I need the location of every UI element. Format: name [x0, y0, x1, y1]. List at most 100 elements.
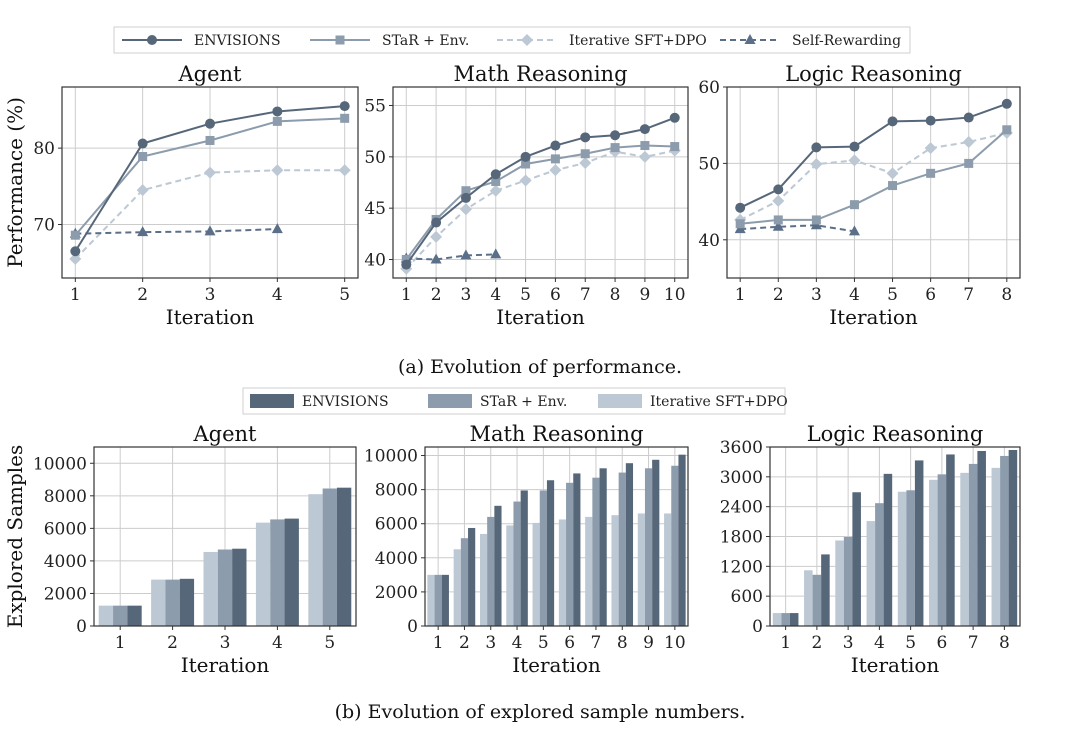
logic-reasoning-samples-bar-envisions — [883, 473, 893, 626]
logic-reasoning-perf-point-envisions — [849, 141, 860, 152]
logic-reasoning-samples-bar-iterative-sft-dpo — [929, 479, 938, 626]
logic-reasoning-samples-bar-envisions — [1008, 449, 1018, 626]
legend-marker-iterative-sft-dpo — [521, 34, 533, 46]
math-reasoning-samples-bar-iterative-sft-dpo — [532, 522, 540, 626]
math-reasoning-samples-bar-iterative-sft-dpo — [479, 533, 488, 626]
math-reasoning-samples-ytick-label: 2000 — [375, 583, 418, 603]
agent-samples-bar-star-env — [322, 488, 337, 626]
logic-reasoning-samples-bar-star-env — [906, 490, 915, 626]
math-reasoning-perf-point-envisions — [520, 151, 531, 162]
agent-samples-bar-star-env — [217, 549, 233, 626]
agent-perf-point-iterative-sft-dpo — [136, 184, 149, 197]
math-reasoning-samples-bar-envisions — [494, 505, 502, 626]
math-reasoning-perf-point-star-env — [670, 142, 680, 152]
logic-reasoning-perf-ytick-label: 50 — [698, 154, 720, 174]
agent-perf-xtick-label: 1 — [70, 285, 81, 305]
agent-samples-ytick-label: 0 — [76, 617, 87, 637]
legend-performance: ENVISIONS STaR + Env. Iterative SFT+DPO Sel… — [113, 26, 911, 54]
agent-perf-point-envisions — [339, 101, 350, 112]
logic-reasoning-perf-point-self-rewarding — [848, 225, 860, 236]
agent-perf-xtick-label: 4 — [272, 285, 283, 305]
math-reasoning-perf-point-envisions — [431, 217, 442, 228]
logic-reasoning-perf-line-envisions — [739, 102, 1008, 209]
agent-perf-point-iterative-sft-dpo — [271, 164, 284, 177]
math-reasoning-perf-xtick-label: 7 — [580, 285, 591, 305]
logic-reasoning-samples-bar-envisions — [914, 460, 924, 626]
logic-reasoning-samples-bar-iterative-sft-dpo — [897, 491, 907, 626]
agent-samples-xtick-label: 4 — [272, 633, 283, 653]
logic-reasoning-perf-point-star-env — [1002, 125, 1012, 135]
math-reasoning-samples-frame — [424, 446, 689, 627]
agent-perf-point-envisions — [137, 138, 148, 149]
math-reasoning-samples-bar-star-env — [513, 501, 521, 626]
legend-marker-self-rewarding — [744, 34, 756, 44]
math-reasoning-samples-bar-star-env — [592, 477, 600, 626]
math-reasoning-samples-title: Math Reasoning — [469, 422, 643, 446]
agent-perf-ytick-label: 70 — [33, 216, 55, 236]
agent-samples-bar-envisions — [284, 518, 299, 626]
math-reasoning-samples-xtick-label: 1 — [433, 633, 444, 653]
math-reasoning-samples-xlabel: Iteration — [512, 653, 601, 677]
math-reasoning-samples-bar-envisions — [546, 480, 555, 626]
math-reasoning-samples-bar-envisions — [625, 463, 634, 626]
agent-perf-xtick-label: 5 — [339, 285, 350, 305]
math-reasoning-samples-bar-envisions — [520, 490, 528, 626]
math-reasoning-perf-point-iterative-sft-dpo — [579, 156, 592, 169]
legend-label-self-rewarding: Self-Rewarding — [792, 33, 901, 49]
logic-reasoning-perf-point-star-env — [735, 219, 745, 229]
logic-reasoning-samples-ytick-label: 600 — [731, 587, 763, 607]
math-reasoning-samples-bar-star-env — [566, 482, 574, 626]
logic-reasoning-samples-bar-iterative-sft-dpo — [804, 570, 813, 626]
logic-reasoning-samples-xtick-label: 1 — [780, 633, 791, 653]
logic-reasoning-perf-line-star-env — [740, 129, 1008, 225]
logic-reasoning-perf-ytick-label: 40 — [698, 231, 720, 251]
logic-reasoning-samples-bar-envisions — [946, 454, 955, 626]
math-reasoning-perf-point-star-env — [640, 141, 650, 151]
math-reasoning-perf-xtick-label: 8 — [610, 285, 621, 305]
agent-samples-bar-iterative-sft-dpo — [98, 605, 114, 626]
logic-reasoning-samples-bar-iterative-sft-dpo — [866, 521, 876, 626]
caption-a: (a) Evolution of performance. — [398, 356, 682, 378]
math-reasoning-samples-bar-star-env — [460, 538, 469, 626]
logic-reasoning-samples-bar-star-env — [968, 463, 978, 626]
logic-reasoning-samples-bar-star-env — [781, 613, 790, 626]
math-reasoning-perf-point-iterative-sft-dpo — [638, 150, 651, 163]
logic-reasoning-perf-point-star-env — [773, 215, 783, 225]
math-reasoning-perf-point-iterative-sft-dpo — [459, 203, 472, 216]
math-reasoning-perf-point-envisions — [490, 169, 501, 180]
logic-reasoning-samples-bar-iterative-sft-dpo — [960, 472, 969, 626]
agent-samples-bar-envisions — [179, 578, 195, 626]
logic-reasoning-perf-point-iterative-sft-dpo — [924, 142, 937, 155]
math-reasoning-samples-bar-iterative-sft-dpo — [611, 515, 619, 626]
math-reasoning-samples-ytick-label: 0 — [407, 617, 418, 637]
math-reasoning-perf-point-envisions — [580, 132, 591, 143]
logic-reasoning-perf-point-star-env — [811, 215, 821, 225]
logic-reasoning-perf-xtick-label: 4 — [849, 285, 860, 305]
math-reasoning-perf-point-star-env — [610, 143, 620, 153]
agent-samples-xtick-label: 5 — [324, 633, 335, 653]
logic-performance-chart: 1 2 3 4 5 6 7 8 40 50 60 Logic Reasoning Iteration — [698, 62, 1021, 329]
agent-perf-point-star-env — [70, 230, 80, 240]
logic-reasoning-perf-point-star-env — [849, 200, 859, 210]
logic-reasoning-perf-point-envisions — [887, 116, 898, 127]
logic-reasoning-perf-point-envisions — [735, 202, 746, 213]
math-reasoning-samples-xtick-label: 9 — [643, 633, 654, 653]
legend-samples-entries: ENVISIONS STaR + Env. Iterative SFT+DPO — [250, 394, 788, 410]
logic-reasoning-perf-title: Logic Reasoning — [785, 62, 962, 86]
legend-label-iterative-sft-dpo: Iterative SFT+DPO — [650, 394, 788, 410]
math-reasoning-samples-ytick-label: 8000 — [375, 481, 418, 501]
legend-samples: ENVISIONS STaR + Env. Iterative SFT+DPO — [242, 387, 788, 415]
math-reasoning-samples-xtick-label: 5 — [538, 633, 549, 653]
logic-reasoning-samples-xtick-label: 3 — [843, 633, 854, 653]
math-reasoning-perf-point-star-env — [401, 255, 411, 265]
math-reasoning-samples-xtick-label: 6 — [564, 633, 575, 653]
agent-samples-ytick-label: 10000 — [33, 454, 87, 474]
logic-reasoning-perf-xtick-label: 2 — [773, 285, 784, 305]
agent-perf-xlabel: Iteration — [166, 305, 255, 329]
math-reasoning-perf-xtick-label: 5 — [520, 285, 531, 305]
agent-samples-xtick-label: 3 — [220, 633, 231, 653]
agent-samples-bar-star-env — [165, 579, 180, 626]
math-reasoning-perf-point-self-rewarding — [430, 253, 442, 264]
math-reasoning-samples-ytick-label: 6000 — [375, 515, 418, 535]
